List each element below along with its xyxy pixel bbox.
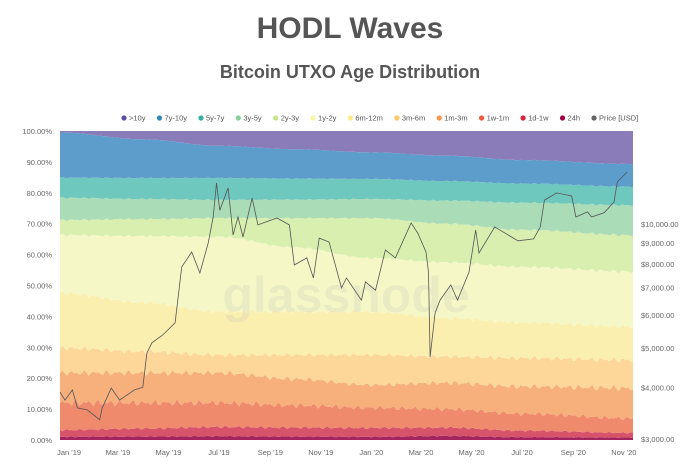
- legend-marker: [121, 115, 127, 121]
- right-axis: $3,000.00 $4,000.00 $5,000.00 $6,000.00 $7,0…: [641, 220, 679, 444]
- legend-marker: [198, 115, 204, 121]
- legend-label: 5y-7y: [206, 114, 225, 123]
- legend-marker: [478, 115, 485, 121]
- band-1m-3m: [60, 370, 633, 421]
- left-axis: 0.00% 10.00% 20.00% 30.00% 40.00% 50.00% 60.00…: [22, 127, 52, 445]
- legend-marker: [436, 115, 442, 121]
- chart-title: HODL Waves: [257, 12, 444, 45]
- y-right-tick-label: $10,000.00: [641, 220, 679, 229]
- legend-marker: [520, 115, 526, 121]
- legend-label: 2y-3y: [281, 114, 300, 123]
- x-tick-label: Sep '19: [258, 448, 283, 457]
- y-left-tick-label: 20.00%: [27, 374, 53, 383]
- x-axis: Jan '19 Mar '19 May '19 Jul '19 Sep '19 Nov '…: [57, 448, 636, 457]
- x-tick-label: Sep '20: [561, 448, 586, 457]
- legend-label: 3y-5y: [243, 114, 262, 123]
- y-left-tick-label: 80.00%: [27, 189, 53, 198]
- legend-label: 1y-2y: [318, 114, 337, 123]
- band-2y-3y: [60, 217, 633, 274]
- legend-marker: [559, 115, 566, 121]
- legend-marker: [310, 115, 316, 121]
- band-3y-5y: [60, 197, 633, 237]
- legend-label: Price [USD]: [599, 114, 638, 123]
- band-7y-10y: [60, 132, 633, 188]
- legend-label: >10y: [129, 114, 146, 123]
- age-bands: [60, 131, 633, 440]
- y-left-tick-label: 0.00%: [31, 436, 53, 445]
- band-5y-7y: [60, 177, 633, 206]
- legend-marker: [156, 115, 163, 121]
- y-left-tick-label: 100.00%: [22, 127, 52, 136]
- legend-label: 6m-12m: [355, 114, 383, 123]
- x-tick-label: Jan '19: [57, 448, 81, 457]
- legend-marker: [347, 115, 353, 121]
- y-right-tick-label: $6,000.00: [641, 311, 674, 320]
- legend-marker: [591, 115, 597, 121]
- band-1y-2y: [60, 233, 633, 329]
- legend-marker: [273, 115, 279, 121]
- legend-label: 24h: [568, 114, 581, 123]
- x-tick-label: Jul '20: [511, 448, 532, 457]
- x-tick-label: Nov '19: [308, 448, 333, 457]
- x-tick-label: Mar '19: [106, 448, 131, 457]
- legend: >10y 7y-10y 5y-7y 3y-5y 2y-3y 1y-2y 6m-12m 3m-6…: [121, 114, 638, 123]
- y-left-tick-label: 10.00%: [27, 405, 53, 414]
- band-1d-1w: [60, 425, 633, 438]
- x-tick-label: Jul '19: [208, 448, 229, 457]
- y-right-tick-label: $4,000.00: [641, 384, 674, 393]
- y-right-tick-label: $7,000.00: [641, 284, 674, 293]
- y-right-tick-label: $3,000.00: [641, 435, 674, 444]
- legend-label: 1d-1w: [528, 114, 549, 123]
- y-left-tick-label: 60.00%: [27, 251, 53, 260]
- band-6m-12m: [60, 291, 633, 363]
- band-3m-6m: [60, 345, 633, 392]
- x-tick-label: Nov '20: [611, 448, 636, 457]
- x-tick-label: Jan '20: [359, 448, 383, 457]
- legend-label: 7y-10y: [164, 114, 187, 123]
- y-left-tick-label: 90.00%: [27, 158, 53, 167]
- band-gt10y: [60, 131, 633, 165]
- y-left-tick-label: 40.00%: [27, 312, 53, 321]
- y-left-tick-label: 50.00%: [27, 282, 53, 291]
- band-24h: [60, 435, 633, 440]
- y-left-tick-label: 70.00%: [27, 220, 53, 229]
- x-tick-label: Mar '20: [409, 448, 434, 457]
- band-1w-1m: [60, 399, 633, 434]
- x-tick-label: May '19: [155, 448, 181, 457]
- watermark-logo: glassnode: [222, 267, 469, 323]
- y-right-tick-label: $8,000.00: [641, 260, 674, 269]
- legend-label: 3m-6m: [402, 114, 425, 123]
- legend-label: 1m-3m: [444, 114, 467, 123]
- price-line: [59, 171, 628, 421]
- legend-label: 1w-1m: [487, 114, 510, 123]
- legend-marker: [235, 115, 241, 121]
- chart-subtitle: Bitcoin UTXO Age Distribution: [220, 62, 480, 82]
- y-right-tick-label: $5,000.00: [641, 344, 674, 353]
- y-right-tick-label: $9,000.00: [641, 239, 674, 248]
- y-left-tick-label: 30.00%: [27, 343, 53, 352]
- x-tick-label: May '20: [459, 448, 485, 457]
- legend-marker: [394, 115, 400, 121]
- price-line-group: [59, 171, 628, 421]
